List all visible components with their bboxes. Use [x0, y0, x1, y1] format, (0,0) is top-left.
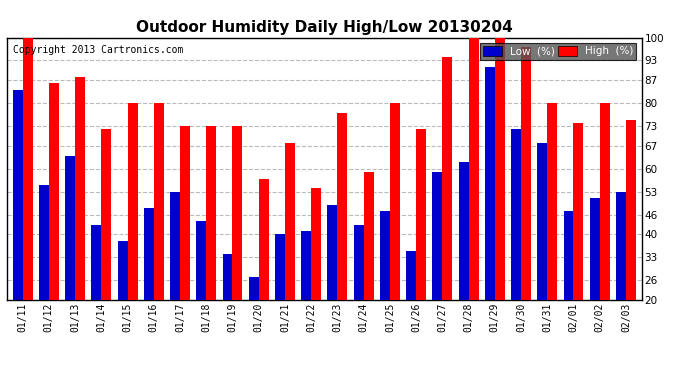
Bar	[380, 211, 390, 366]
Legend: Low  (%), High  (%): Low (%), High (%)	[480, 43, 636, 60]
Bar	[12, 90, 23, 366]
Bar	[547, 103, 558, 366]
Bar	[117, 241, 128, 366]
Bar	[495, 38, 505, 366]
Bar	[206, 126, 216, 366]
Bar	[302, 231, 311, 366]
Bar	[311, 188, 321, 366]
Bar	[459, 162, 469, 366]
Bar	[180, 126, 190, 366]
Bar	[49, 84, 59, 366]
Bar	[406, 251, 416, 366]
Bar	[590, 198, 600, 366]
Bar	[65, 156, 75, 366]
Bar	[433, 172, 442, 366]
Bar	[285, 142, 295, 366]
Bar	[249, 277, 259, 366]
Bar	[511, 129, 521, 366]
Bar	[101, 129, 111, 366]
Bar	[196, 221, 206, 366]
Bar	[144, 208, 154, 366]
Text: Copyright 2013 Cartronics.com: Copyright 2013 Cartronics.com	[13, 45, 184, 56]
Bar	[416, 129, 426, 366]
Bar	[600, 103, 610, 366]
Bar	[364, 172, 373, 366]
Bar	[154, 103, 164, 366]
Bar	[626, 120, 636, 366]
Bar	[538, 142, 547, 366]
Bar	[91, 225, 101, 366]
Bar	[469, 38, 479, 366]
Bar	[573, 123, 584, 366]
Bar	[328, 205, 337, 366]
Bar	[485, 67, 495, 366]
Bar	[442, 57, 453, 366]
Bar	[259, 178, 268, 366]
Bar	[233, 126, 242, 366]
Bar	[354, 225, 364, 366]
Bar	[275, 234, 285, 366]
Bar	[564, 211, 573, 366]
Bar	[521, 47, 531, 366]
Bar	[337, 113, 347, 366]
Bar	[616, 192, 626, 366]
Bar	[23, 38, 32, 366]
Title: Outdoor Humidity Daily High/Low 20130204: Outdoor Humidity Daily High/Low 20130204	[136, 20, 513, 35]
Bar	[39, 185, 49, 366]
Bar	[170, 192, 180, 366]
Bar	[128, 103, 137, 366]
Bar	[75, 77, 85, 366]
Bar	[390, 103, 400, 366]
Bar	[222, 254, 233, 366]
